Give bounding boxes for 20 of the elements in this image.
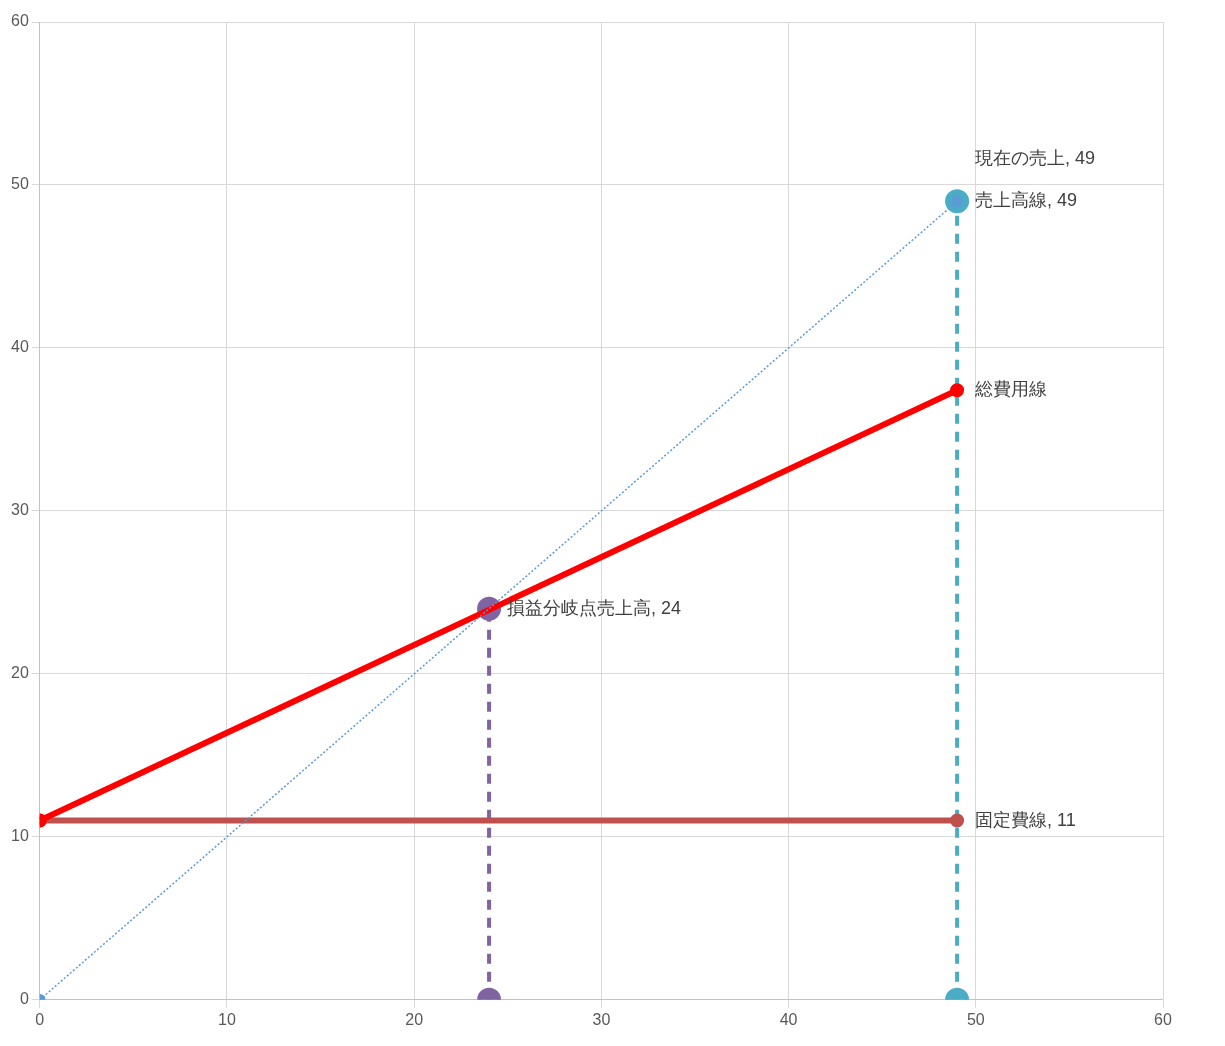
x-tick-label: 0	[35, 1010, 45, 1028]
x-tick-label: 50	[966, 1010, 985, 1028]
y-tick-label: 0	[19, 990, 29, 1008]
x-tick-label: 60	[1154, 1010, 1172, 1028]
y-tick-label: 30	[11, 501, 29, 519]
text: 売上高線, 49	[975, 190, 1078, 211]
y-tick-label: 10	[11, 827, 29, 845]
series-label: 総費用線	[974, 379, 1048, 400]
text: 現在の売上, 49	[975, 148, 1096, 169]
text: 損益分岐点売上高, 24	[507, 597, 682, 618]
text: 固定費線, 11	[975, 809, 1076, 830]
y-tick-label: 20	[11, 664, 29, 682]
y-tick-label: 50	[11, 175, 29, 193]
y-tick-label: 60	[11, 12, 29, 30]
y-tick-label: 40	[11, 338, 29, 356]
x-tick-label: 30	[592, 1010, 611, 1028]
x-tick-label: 10	[218, 1010, 236, 1028]
x-tick-label: 20	[405, 1010, 424, 1028]
x-tick-label: 40	[779, 1010, 798, 1028]
point	[950, 813, 965, 828]
